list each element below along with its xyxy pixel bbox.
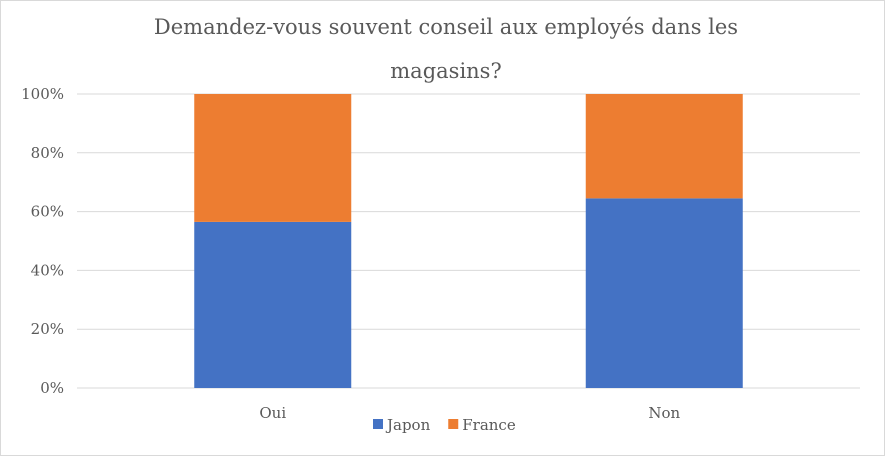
y-tick-label: 40% <box>31 261 64 279</box>
legend-swatch-japon <box>373 419 383 429</box>
bars <box>194 94 743 388</box>
chart-title-line-1: Demandez-vous souvent conseil aux employ… <box>154 15 738 39</box>
y-tick-label: 20% <box>31 320 64 338</box>
legend-label-france: France <box>462 416 516 434</box>
chart-title-line-2: magasins? <box>390 59 501 83</box>
legend-swatch-france <box>448 419 459 429</box>
bar-japon-non <box>585 198 743 388</box>
y-axis-tick-labels: 0% 20% 40% 60% 80% 100% <box>21 85 64 397</box>
legend: Japon France <box>373 416 516 434</box>
x-tick-label: Oui <box>259 404 286 422</box>
chart-title: Demandez-vous souvent conseil aux employ… <box>154 15 738 83</box>
y-tick-label: 60% <box>31 203 64 221</box>
x-axis-tick-labels: Oui Non <box>259 404 680 422</box>
y-tick-label: 0% <box>40 379 64 397</box>
legend-label-japon: Japon <box>385 416 431 434</box>
y-tick-label: 100% <box>21 85 64 103</box>
bar-japon-oui <box>194 221 352 388</box>
bar-france-oui <box>194 94 352 222</box>
x-tick-label: Non <box>648 404 680 422</box>
bar-france-non <box>585 94 743 199</box>
y-tick-label: 80% <box>31 144 64 162</box>
